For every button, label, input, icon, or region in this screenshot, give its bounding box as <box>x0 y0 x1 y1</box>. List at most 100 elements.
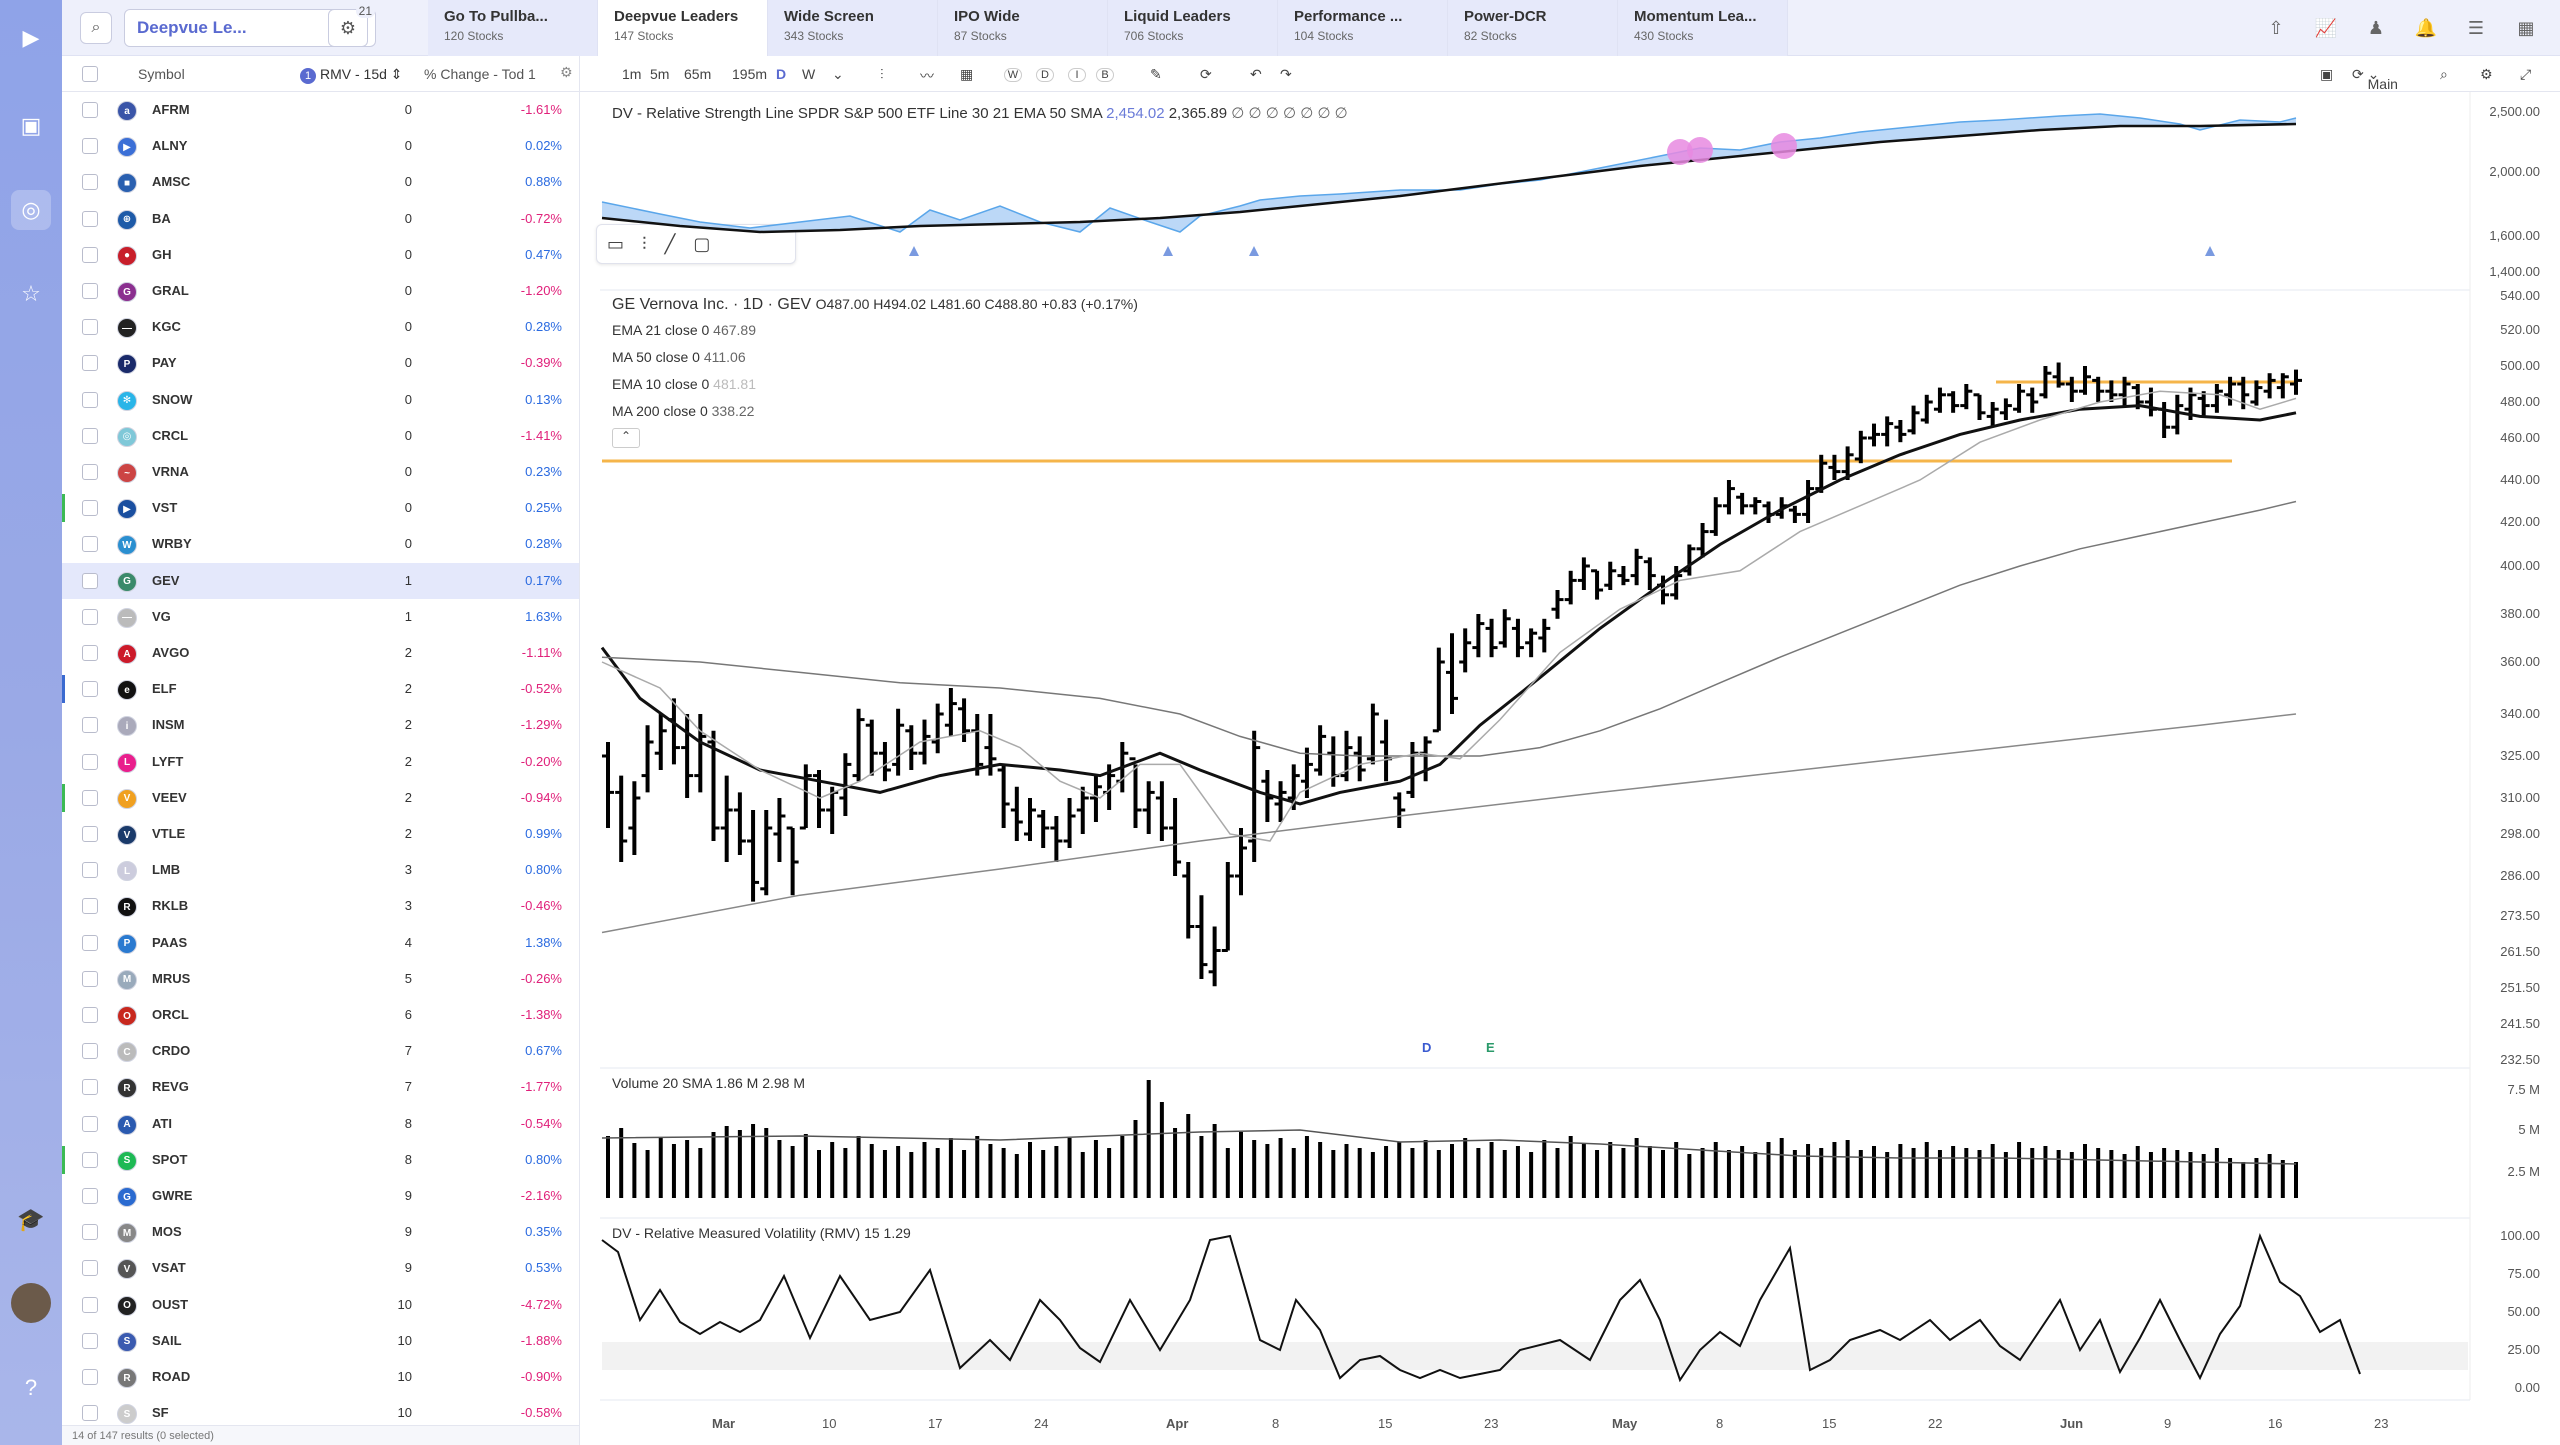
table-row[interactable]: A ATI 8 -0.54% <box>62 1106 579 1142</box>
comment-icon[interactable]: ▢ <box>693 233 711 254</box>
table-row[interactable]: ▶ VST 0 0.25% <box>62 490 579 526</box>
row-checkbox[interactable] <box>82 789 98 806</box>
table-row[interactable]: G GRAL 0 -1.20% <box>62 273 579 309</box>
row-checkbox[interactable] <box>82 1260 98 1277</box>
drawing-icon[interactable]: 〰 <box>920 68 934 84</box>
window-icon[interactable]: ▣ <box>20 113 42 138</box>
table-row[interactable]: R REVG 7 -1.77% <box>62 1069 579 1105</box>
redo-icon[interactable]: ↷ <box>1280 66 1292 82</box>
row-checkbox[interactable] <box>82 1369 98 1385</box>
tab-1[interactable]: Deepvue Leaders 147 Stocks <box>598 0 768 56</box>
period-W[interactable]: W <box>1004 68 1022 82</box>
timeframe-5m[interactable]: 5m <box>650 66 670 82</box>
search-icon[interactable]: ⌕ <box>80 12 112 44</box>
table-row[interactable]: G GEV 1 0.17% <box>62 562 579 599</box>
radar-icon[interactable]: ◎ <box>11 190 51 230</box>
table-row[interactable]: ✻ SNOW 0 0.13% <box>62 382 579 418</box>
period-D[interactable]: D <box>1036 68 1054 82</box>
row-checkbox[interactable] <box>82 246 98 263</box>
tab-3[interactable]: IPO Wide 87 Stocks <box>938 0 1108 56</box>
select-all-checkbox[interactable] <box>82 66 98 82</box>
table-row[interactable]: V VEEV 2 -0.94% <box>62 780 579 816</box>
tab-6[interactable]: Power-DCR 82 Stocks <box>1448 0 1618 56</box>
row-checkbox[interactable] <box>82 391 98 408</box>
table-row[interactable]: i INSM 2 -1.29% <box>62 707 579 743</box>
row-checkbox[interactable] <box>82 608 98 625</box>
timeframe-65m[interactable]: 65m <box>684 66 712 82</box>
table-row[interactable]: V VSAT 9 0.53% <box>62 1250 579 1286</box>
table-row[interactable]: O OUST 10 -4.72% <box>62 1287 579 1323</box>
table-row[interactable]: W WRBY 0 0.28% <box>62 526 579 562</box>
line-icon[interactable]: ╱ <box>664 233 676 254</box>
zoom-icon[interactable]: ⌕ <box>2440 66 2448 82</box>
indicator-icon[interactable]: ⫶ <box>880 66 884 82</box>
tab-0[interactable]: Go To Pullba... 120 Stocks <box>428 0 598 56</box>
row-checkbox[interactable] <box>82 1296 98 1313</box>
row-checkbox[interactable] <box>82 898 98 915</box>
table-row[interactable]: L LYFT 2 -0.20% <box>62 744 579 780</box>
period-B[interactable]: B <box>1096 68 1114 82</box>
person-icon[interactable]: ♟ <box>2367 17 2385 38</box>
table-row[interactable]: ■ AMSC 0 0.88% <box>62 164 579 200</box>
table-row[interactable]: P PAY 0 -0.39% <box>62 345 579 381</box>
row-checkbox[interactable] <box>82 1332 98 1349</box>
chevron-down-icon[interactable]: ⌄ <box>832 66 844 82</box>
logo-icon[interactable]: ▶ <box>22 25 40 50</box>
table-row[interactable]: M MRUS 5 -0.26% <box>62 961 579 997</box>
col-rmv[interactable]: 1 RMV - 15d ⇕ <box>300 66 403 84</box>
col-change[interactable]: % Change - Tod 1 <box>424 66 536 82</box>
row-checkbox[interactable] <box>82 1007 98 1023</box>
template-icon[interactable]: ▦ <box>960 66 974 82</box>
row-checkbox[interactable] <box>82 210 98 227</box>
rect-icon[interactable]: ▭ <box>607 233 625 254</box>
row-checkbox[interactable] <box>82 681 98 698</box>
row-checkbox[interactable] <box>82 319 98 336</box>
gear-icon[interactable]: ⚙ <box>2480 66 2493 82</box>
hat-icon[interactable]: 🎓 <box>17 1207 45 1232</box>
table-row[interactable]: P PAAS 4 1.38% <box>62 925 579 961</box>
table-row[interactable]: S SAIL 10 -1.88% <box>62 1323 579 1359</box>
row-checkbox[interactable] <box>82 572 98 589</box>
table-row[interactable]: M MOS 9 0.35% <box>62 1214 579 1250</box>
table-row[interactable]: ● GH 0 0.47% <box>62 237 579 273</box>
row-checkbox[interactable] <box>82 934 98 951</box>
row-checkbox[interactable] <box>82 1079 98 1096</box>
pencil-icon[interactable]: ✎ <box>1150 66 1162 82</box>
period-I[interactable]: I <box>1068 68 1086 82</box>
row-checkbox[interactable] <box>82 1151 98 1168</box>
refresh-icon[interactable]: ⟳ <box>1200 66 1212 82</box>
row-checkbox[interactable] <box>82 826 98 842</box>
bell-icon[interactable]: 🔔 <box>2414 17 2438 38</box>
collapse-legend-button[interactable]: ⌃ <box>612 428 640 448</box>
row-checkbox[interactable] <box>82 1115 98 1132</box>
tab-7[interactable]: Momentum Lea... 430 Stocks <box>1618 0 1788 56</box>
row-checkbox[interactable] <box>82 753 98 770</box>
row-checkbox[interactable] <box>82 283 98 299</box>
star-icon[interactable]: ☆ <box>21 281 41 306</box>
row-checkbox[interactable] <box>82 970 98 987</box>
table-row[interactable]: ⊕ BA 0 -0.72% <box>62 201 579 237</box>
table-row[interactable]: ▶ ALNY 0 0.02% <box>62 128 579 164</box>
chart-icon[interactable]: 📈 <box>2314 17 2338 38</box>
table-row[interactable]: R RKLB 3 -0.46% <box>62 888 579 924</box>
row-checkbox[interactable] <box>82 862 98 879</box>
table-row[interactable]: O ORCL 6 -1.38% <box>62 997 579 1033</box>
tab-4[interactable]: Liquid Leaders 706 Stocks <box>1108 0 1278 56</box>
undo-icon[interactable]: ↶ <box>1250 66 1262 82</box>
fullscreen-icon[interactable]: ⤢ <box>2520 66 2532 82</box>
filter-button[interactable]: ⚙ 21 <box>328 4 375 47</box>
table-row[interactable]: e ELF 2 -0.52% <box>62 671 579 707</box>
table-row[interactable]: — VG 1 1.63% <box>62 599 579 635</box>
tab-5[interactable]: Performance ... 104 Stocks <box>1278 0 1448 56</box>
row-checkbox[interactable] <box>82 174 98 191</box>
user-avatar[interactable] <box>11 1283 51 1323</box>
row-checkbox[interactable] <box>82 427 98 444</box>
row-checkbox[interactable] <box>82 1224 98 1241</box>
table-row[interactable]: ◎ CRCL 0 -1.41% <box>62 418 579 454</box>
table-row[interactable]: S SF 10 -0.58% <box>62 1395 579 1431</box>
row-checkbox[interactable] <box>82 645 98 661</box>
timeframe-W[interactable]: W <box>802 66 816 82</box>
timeframe-1m[interactable]: 1m <box>622 66 642 82</box>
row-checkbox[interactable] <box>82 536 98 553</box>
